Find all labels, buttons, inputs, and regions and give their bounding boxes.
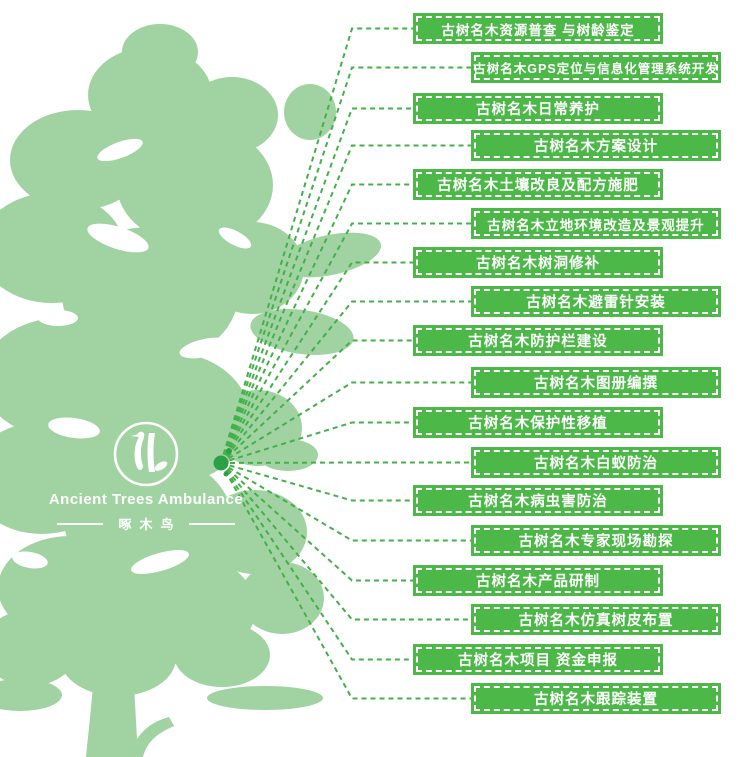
hub-dot-small [226, 448, 232, 454]
service-label[interactable]: 古树名木立地环境改造及景观提升 [474, 211, 718, 236]
service-label[interactable]: 古树名木保护性移植 [416, 410, 660, 435]
connector-line [220, 462, 413, 582]
connector-line [220, 462, 413, 661]
connector-line [220, 183, 413, 464]
service-label[interactable]: 古树名木仿真树皮布置 [474, 607, 718, 632]
hub-dot [213, 455, 229, 471]
connector-line [220, 107, 413, 464]
connector-line [220, 462, 413, 502]
connector-line [220, 27, 413, 464]
service-label[interactable]: 古树名木日常养护 [416, 96, 660, 121]
connector-line [220, 222, 471, 464]
logo-title: Ancient Trees Ambulance [48, 491, 244, 508]
connector-line [220, 381, 471, 464]
service-label[interactable]: 古树名木项目 资金申报 [416, 647, 660, 672]
brand-logo: Ancient Trees Ambulance 啄木鸟 [40, 420, 252, 533]
service-label[interactable]: 古树名木白蚁防治 [474, 450, 718, 475]
service-label[interactable]: 古树名木防护栏建设 [416, 328, 660, 353]
logo-subtitle: 啄木鸟 [118, 517, 182, 532]
hub-dot-small [223, 471, 229, 477]
connector-line [220, 461, 471, 464]
service-label[interactable]: 古树名木资源普查 与树龄鉴定 [416, 16, 660, 41]
connector-line [220, 462, 471, 621]
connector-line [220, 339, 413, 464]
service-label[interactable]: 古树名木避雷针安装 [474, 289, 718, 314]
service-label[interactable]: 古树名木图册编撰 [474, 370, 718, 395]
connector-lines [220, 27, 471, 700]
connector-line [220, 261, 413, 464]
service-label[interactable]: 古树名木土壤改良及配方施肥 [416, 172, 660, 197]
service-label[interactable]: 古树名木专家现场勘探 [474, 528, 718, 553]
divider-line [57, 522, 104, 525]
service-label[interactable]: 古树名木GPS定位与信息化管理系统开发 [473, 55, 718, 80]
connector-line [220, 300, 471, 464]
service-label[interactable]: 古树名木病虫害防治 [416, 488, 660, 513]
connector-line [220, 421, 413, 464]
divider-line [188, 522, 235, 525]
service-label[interactable]: 古树名木方案设计 [474, 133, 718, 158]
connector-line [220, 66, 471, 464]
connector-line [220, 144, 471, 464]
logo-subtitle-row: 啄木鸟 [40, 514, 252, 533]
service-label[interactable]: 古树名木产品研制 [416, 568, 660, 593]
service-label[interactable]: 古树名木跟踪装置 [474, 686, 718, 711]
woodpecker-icon [113, 421, 179, 487]
service-label[interactable]: 古树名木树洞修补 [416, 250, 660, 275]
